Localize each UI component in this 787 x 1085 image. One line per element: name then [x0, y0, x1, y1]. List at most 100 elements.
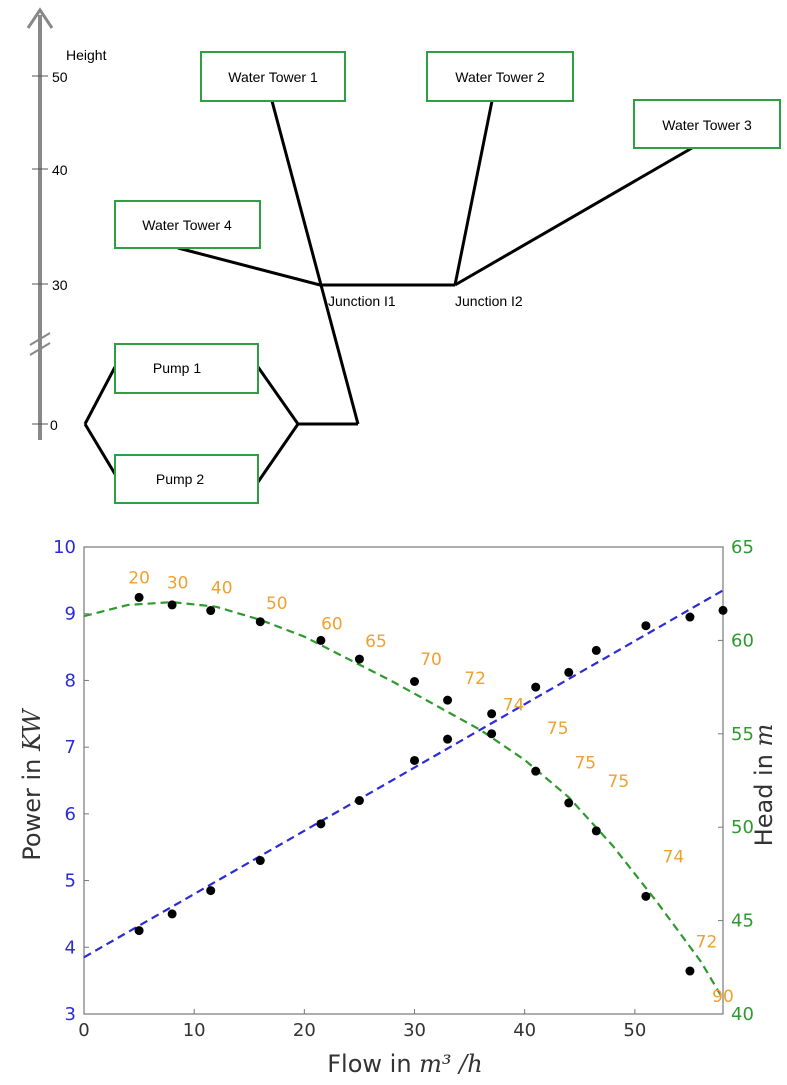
junction-i1-label: Junction I1 — [328, 293, 396, 309]
head-fit-line — [83, 601, 724, 1000]
x-axis-label: Flow in m³ /h — [327, 1050, 482, 1078]
x-tick-label: 30 — [403, 1020, 426, 1041]
head-point — [443, 695, 453, 705]
pump-1-box: Pump 1 — [114, 343, 259, 394]
left-tick-label: 10 — [53, 537, 76, 558]
power-point — [487, 709, 497, 719]
right-tick-label: 55 — [731, 724, 754, 745]
x-tick-label: 50 — [623, 1020, 646, 1041]
efficiency-label: 65 — [365, 632, 387, 652]
power-point — [410, 755, 420, 765]
head-point — [531, 766, 541, 776]
height-axis: Height 50 40 30 0 — [26, 7, 107, 440]
left-tick-label: 4 — [65, 937, 76, 958]
fit-curves — [83, 589, 724, 1000]
left-tick-label: 3 — [65, 1004, 76, 1025]
head-point — [564, 798, 574, 808]
pipe — [453, 100, 494, 286]
right-tick-label: 45 — [731, 911, 754, 932]
pipe — [256, 366, 300, 425]
efficiency-label: 90 — [712, 987, 734, 1007]
head-point — [354, 654, 364, 664]
height-label-30: 30 — [52, 277, 68, 293]
head-point — [591, 826, 601, 836]
power-point — [255, 856, 265, 866]
pump-2-label: Pump 2 — [156, 471, 204, 487]
pipe — [177, 246, 455, 287]
left-axis-label: Power in KW — [18, 707, 46, 861]
right-tick-label: 60 — [731, 630, 754, 651]
x-tick-label: 20 — [293, 1020, 316, 1041]
left-tick-label: 9 — [65, 604, 76, 625]
power-fit-line — [83, 589, 724, 959]
height-axis-arrow-icon — [26, 7, 54, 29]
head-point — [641, 891, 651, 901]
head-point — [410, 676, 420, 686]
power-point — [134, 926, 144, 936]
pipe — [83, 423, 117, 475]
efficiency-label: 74 — [503, 695, 525, 715]
head-point — [685, 966, 695, 976]
x-tick-label: 10 — [183, 1020, 206, 1041]
power-point — [685, 612, 695, 622]
axis-break-mark — [29, 342, 51, 356]
height-label-0: 0 — [50, 417, 58, 433]
left-tick-label: 6 — [65, 804, 76, 825]
data-points — [134, 592, 728, 976]
head-point — [134, 592, 144, 602]
left-tick-label: 7 — [65, 737, 76, 758]
height-label-50: 50 — [52, 69, 68, 85]
x-tick-label: 0 — [78, 1020, 89, 1041]
junction-i2-label: Junction I2 — [455, 293, 523, 309]
pipe — [270, 100, 360, 425]
x-tick-label: 40 — [513, 1020, 536, 1041]
pipe — [256, 423, 300, 483]
efficiency-label: 74 — [663, 848, 685, 868]
pipe — [454, 146, 693, 287]
water-tower-2-label: Water Tower 2 — [455, 69, 545, 85]
axis-break-mark — [29, 332, 51, 346]
right-tick-label: 40 — [731, 1004, 754, 1025]
power-point — [718, 605, 728, 615]
water-tower-2-box: Water Tower 2 — [426, 51, 574, 102]
efficiency-label: 72 — [464, 669, 486, 689]
efficiency-label: 30 — [167, 573, 189, 593]
head-point — [487, 729, 497, 739]
head-point — [255, 617, 265, 627]
water-tower-4-label: Water Tower 4 — [142, 217, 232, 233]
power-point — [641, 621, 651, 631]
network-diagram: Height 50 40 30 0 Water Tower 1 Water To… — [26, 7, 781, 504]
power-point — [354, 796, 364, 806]
power-point — [206, 886, 216, 896]
head-point — [206, 606, 216, 616]
left-tick-label: 5 — [65, 871, 76, 892]
efficiency-label: 20 — [128, 569, 150, 589]
height-axis-title: Height — [66, 47, 107, 63]
water-tower-3-box: Water Tower 3 — [633, 99, 781, 149]
head-point — [316, 635, 326, 645]
water-tower-1-box: Water Tower 1 — [200, 51, 346, 102]
right-tick-label: 50 — [731, 817, 754, 838]
efficiency-label: 50 — [266, 594, 288, 614]
pipe — [83, 366, 117, 425]
water-tower-4-box: Water Tower 4 — [114, 200, 261, 249]
pump-1-label: Pump 1 — [153, 360, 201, 376]
water-tower-1-label: Water Tower 1 — [228, 69, 318, 85]
head-point — [167, 600, 177, 610]
power-point — [316, 819, 326, 829]
efficiency-label: 70 — [420, 650, 442, 670]
right-axis-label: Head in m — [750, 724, 778, 847]
left-tick-label: 8 — [65, 670, 76, 691]
efficiency-label: 60 — [321, 615, 343, 635]
height-label-40: 40 — [52, 162, 68, 178]
water-tower-3-label: Water Tower 3 — [662, 117, 752, 133]
power-point — [443, 734, 453, 744]
efficiency-label: 75 — [608, 772, 630, 792]
pump-2-box: Pump 2 — [114, 454, 259, 504]
right-tick-label: 65 — [731, 537, 754, 558]
plot-frame — [83, 546, 724, 1015]
